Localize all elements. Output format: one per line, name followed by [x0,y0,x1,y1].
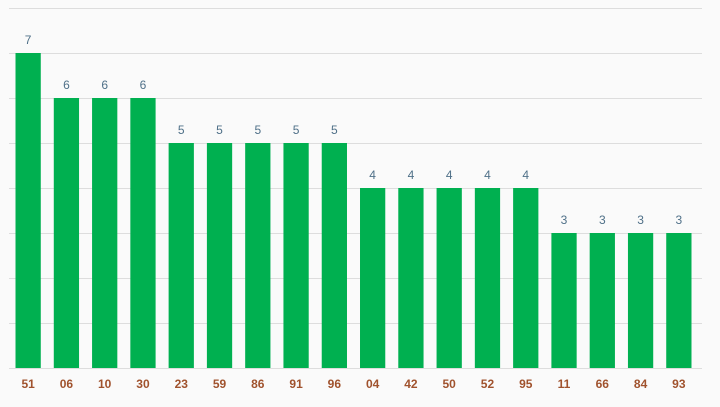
value-label: 4 [408,168,415,182]
x-tick-label: 30 [136,377,150,391]
x-tick-label: 11 [558,377,571,391]
x-tick-label: 84 [634,377,648,391]
bar [168,143,194,368]
value-label: 6 [63,78,70,92]
x-tick-label: 06 [60,377,74,391]
value-label: 3 [676,213,683,227]
bar [15,53,41,368]
value-label: 4 [369,168,376,182]
x-tick-label: 52 [481,377,495,391]
bar [53,98,80,368]
bar [627,233,654,368]
value-label: 5 [178,123,185,137]
value-label: 4 [484,168,491,182]
value-label: 5 [331,123,338,137]
x-tick-label: 42 [404,377,418,391]
x-tick-label: 93 [672,377,686,391]
x-tick-label: 23 [175,377,189,391]
bar [398,188,424,368]
bar [474,188,501,368]
bar [551,233,577,368]
value-label: 7 [25,33,32,47]
value-label: 3 [599,213,606,227]
bar [130,98,156,368]
bar [92,98,118,368]
value-label: 5 [216,123,223,137]
x-tick-label: 95 [519,377,533,391]
value-label: 3 [561,213,568,227]
bar [436,188,462,368]
bar [513,188,539,368]
bar [589,233,615,368]
x-tick-label: 91 [289,377,303,391]
value-label: 6 [140,78,147,92]
x-tick-label: 86 [251,377,265,391]
value-label: 4 [522,168,529,182]
bar [360,188,386,368]
bar [283,143,309,368]
bar [206,143,233,368]
value-label: 5 [293,123,300,137]
x-tick-label: 59 [213,377,227,391]
x-tick-label: 66 [596,377,610,391]
x-tick-label: 10 [98,377,112,391]
bar [321,143,347,368]
x-tick-label: 50 [443,377,457,391]
value-label: 6 [101,78,108,92]
value-label: 4 [446,168,453,182]
bar [666,233,692,368]
value-label: 3 [637,213,644,227]
x-tick-label: 96 [328,377,342,391]
x-tick-label: 04 [366,377,380,391]
x-tick-label: 51 [21,377,35,391]
value-label: 5 [254,123,261,137]
bar [245,143,271,368]
